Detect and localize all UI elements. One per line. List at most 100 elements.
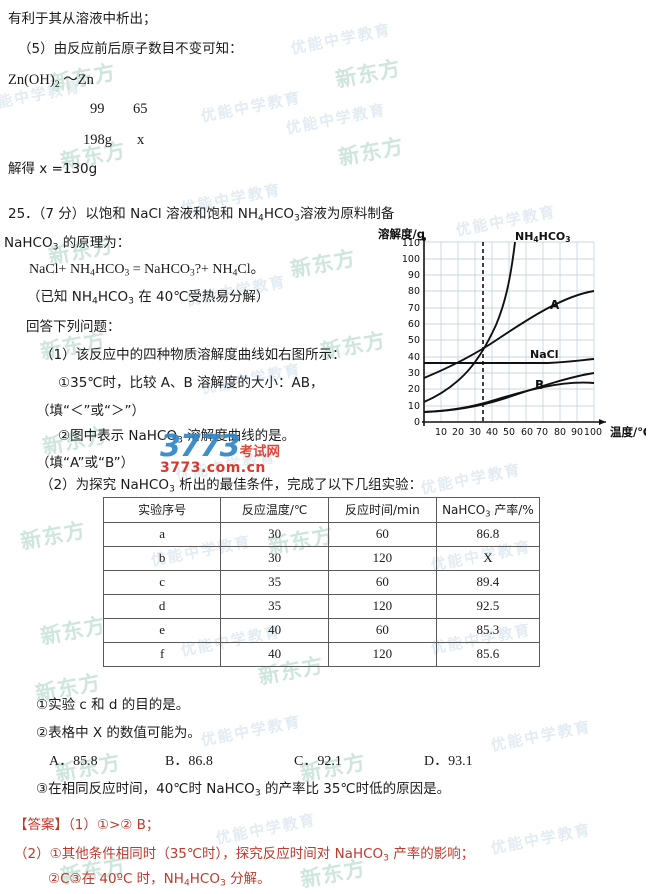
text-line-solution: 解得 x =130g (8, 161, 98, 177)
question-1-sub1: ①35℃时，比较 A、B 溶解度的大小：AB， (58, 375, 324, 391)
x-tick-labels: 10 20 30 40 50 60 70 80 90 100 (435, 427, 602, 438)
svg-text:80: 80 (554, 427, 566, 438)
question-1-sub2: ②图中表示 NaHCO3 溶解度曲线的是。 (58, 428, 296, 446)
curve-nh4hco3 (423, 241, 516, 403)
chart-axes (422, 240, 606, 426)
table-cell-temp: 35 (220, 570, 329, 596)
svg-text:70: 70 (408, 303, 420, 314)
table-cell-time: 120 (327, 546, 437, 572)
question-25-line1: 25．（7 分）以饱和 NaCl 溶液和饱和 NH4HCO3溶液为原料制备 (8, 206, 395, 224)
answer-line-2: （2）①其他条件相同时（35℃时），探究反应时间对 NaHCO3 产率的影响； (14, 846, 475, 864)
table-cell-id: d (102, 594, 222, 620)
option-b: B．86.8 (165, 754, 213, 769)
table-row: d 35 120 92.5 (102, 594, 541, 620)
svg-text:60: 60 (408, 319, 420, 330)
answer-line-3: ②C③在 40ºC 时，NH4HCO3 分解。 (48, 871, 271, 889)
svg-text:10: 10 (408, 401, 420, 412)
x-axis-arrow (599, 419, 606, 425)
mass-ratio-bottom-left: 198g (83, 132, 112, 148)
answer-prompt: 回答下列问题： (26, 319, 121, 335)
x-axis-title: 温度/℃ (610, 425, 646, 439)
table-row: f 40 120 85.6 (102, 642, 541, 668)
svg-text:70: 70 (536, 427, 548, 438)
table-header-cell: 反应温度/℃ (220, 496, 329, 524)
svg-text:100: 100 (402, 254, 420, 265)
chemical-equation: NaCl+ NH4HCO3 = NaHCO3?+ NH4Cl。 (29, 262, 265, 279)
table-cell-id: c (102, 570, 222, 596)
table-cell-temp: 30 (220, 522, 329, 548)
table-header-cell: 实验序号 (102, 496, 222, 524)
table-cell-temp: 35 (220, 594, 329, 620)
y-tick-labels: 0 10 20 30 40 50 60 70 80 90 100 110 (402, 238, 420, 428)
label-nh4hco3: NH4HCO3 (515, 230, 571, 244)
table-cell-id: a (102, 522, 222, 548)
svg-text:50: 50 (503, 427, 515, 438)
question-25-line2: NaHCO3 的原理为： (4, 235, 131, 253)
table-header-cell: NaHCO3 产率/% (435, 496, 541, 524)
table-row: a 30 60 86.8 (102, 522, 541, 548)
table-cell-temp: 40 (220, 618, 329, 644)
table-cell-time: 60 (327, 570, 437, 596)
question-2-sub1: ①实验 c 和 d 的目的是。 (36, 697, 190, 713)
experiment-table: 实验序号 反应温度/℃ 反应时间/min NaHCO3 产率/% a 30 60… (102, 496, 541, 668)
table-cell-yield: 85.6 (435, 642, 541, 668)
table-cell-yield: 86.8 (435, 522, 541, 548)
question-2-sub2: ②表格中 X 的数值可能为。 (36, 725, 201, 741)
table-cell-yield: X (435, 546, 541, 572)
table-cell-time: 120 (327, 594, 437, 620)
table-cell-time: 60 (327, 522, 437, 548)
svg-text:60: 60 (521, 427, 533, 438)
svg-text:90: 90 (571, 427, 583, 438)
svg-text:40: 40 (486, 427, 498, 438)
svg-text:30: 30 (408, 368, 420, 379)
equation-note: （已知 NH4HCO3 在 40℃受热易分解） (27, 289, 270, 307)
table-row: e 40 60 85.3 (102, 618, 541, 644)
table-cell-temp: 30 (220, 546, 329, 572)
table-row: c 35 60 89.4 (102, 570, 541, 596)
table-cell-temp: 40 (220, 642, 329, 668)
svg-text:100: 100 (584, 427, 602, 438)
svg-text:90: 90 (408, 270, 420, 281)
text-line-step5: （5）由反应前后原子数目不变可知： (18, 41, 243, 57)
svg-text:80: 80 (408, 286, 420, 297)
formula-zn-relation: Zn(OH)2 ～Zn (8, 72, 94, 90)
solubility-curve-chart: 0 10 20 30 40 50 60 70 80 90 100 110 10 … (378, 226, 646, 448)
table-header-row: 实验序号 反应温度/℃ 反应时间/min NaHCO3 产率/% (102, 496, 541, 524)
mass-ratio-top-right: 65 (133, 101, 148, 117)
text-line-carryover: 有利于其从溶液中析出； (8, 11, 157, 27)
y-axis-title: 溶解度/g (378, 227, 425, 241)
question-2-sub3: ③在相同反应时间，40℃时 NaHCO3 的产率比 35℃时低的原因是。 (36, 781, 451, 799)
question-2: （2）为探究 NaHCO3 析出的最佳条件，完成了以下几组实验： (40, 477, 423, 495)
y-axis-arrow (422, 237, 426, 241)
table-row: b 30 120 X (102, 546, 541, 572)
svg-text:50: 50 (408, 335, 420, 346)
table-cell-id: e (102, 618, 222, 644)
curve-nacl (424, 358, 595, 364)
mass-ratio-top-left: 99 (90, 101, 105, 117)
table-cell-yield: 89.4 (435, 570, 541, 596)
svg-text:30: 30 (469, 427, 481, 438)
question-1-sub2-hint: （填“A”或“B”） (36, 455, 135, 471)
table-cell-id: f (102, 642, 222, 668)
svg-text:40: 40 (408, 352, 420, 363)
option-c: C．92.1 (294, 754, 342, 769)
option-a: A．85.8 (49, 754, 98, 769)
table-cell-yield: 92.5 (435, 594, 541, 620)
option-d: D．93.1 (424, 754, 473, 769)
label-nacl: NaCl (530, 348, 558, 361)
curve-a (423, 290, 595, 379)
table-cell-id: b (102, 546, 222, 572)
label-b: B (535, 378, 544, 392)
mass-ratio-bottom-right: x (137, 132, 145, 148)
svg-text:20: 20 (452, 427, 464, 438)
question-1: （1）该反应中的四种物质溶解度曲线如右图所示： (40, 347, 346, 363)
answer-line-1: 【答案】（1）①>② B； (14, 817, 160, 833)
curve-b-main (423, 372, 595, 413)
label-a: A (550, 298, 560, 312)
svg-text:0: 0 (414, 417, 420, 428)
svg-text:20: 20 (408, 384, 420, 395)
table-cell-time: 60 (327, 618, 437, 644)
table-cell-time: 120 (327, 642, 437, 668)
